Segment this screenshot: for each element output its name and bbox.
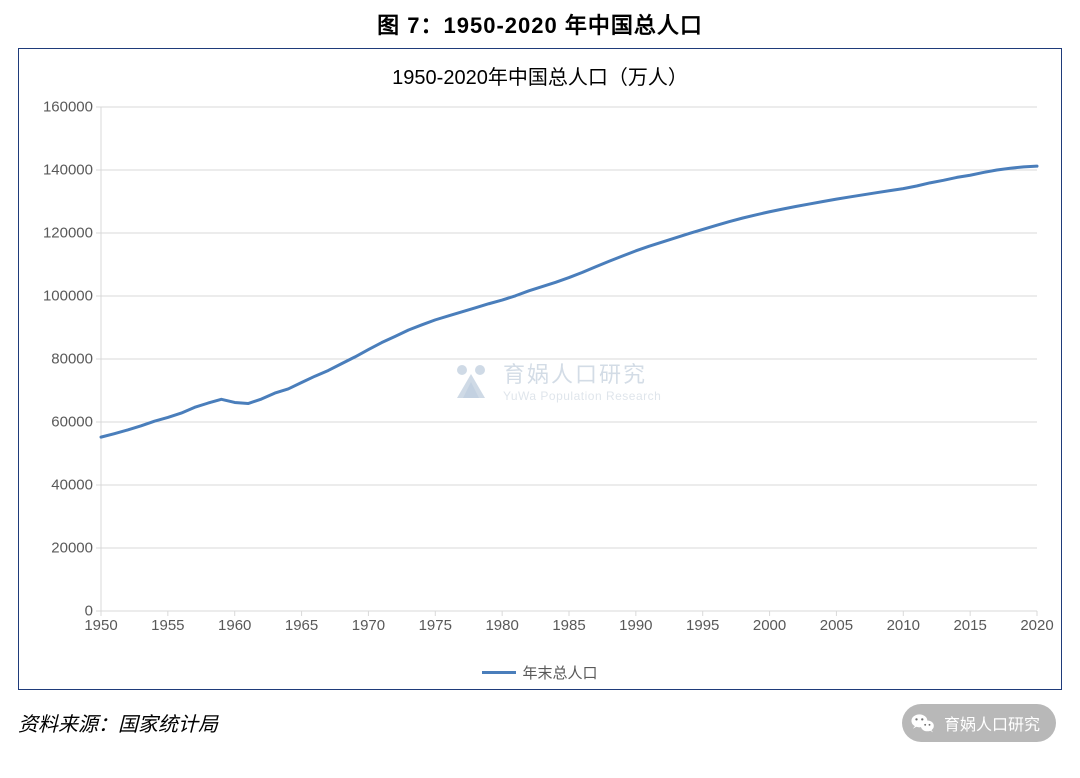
y-tick-label: 120000: [43, 225, 93, 242]
y-tick-label: 60000: [51, 414, 93, 431]
legend-label: 年末总人口: [522, 662, 597, 683]
x-tick-label: 2010: [887, 617, 920, 634]
watermark: 育娲人口研究 YuWa Population Research: [449, 357, 661, 403]
y-tick-label: 80000: [51, 351, 93, 368]
x-tick-label: 2005: [820, 617, 853, 634]
y-tick-label: 140000: [43, 162, 93, 179]
figure-title: 图 7：1950-2020 年中国总人口: [0, 0, 1080, 40]
x-tick-label: 1975: [419, 617, 452, 634]
chart-title: 1950-2020年中国总人口（万人）: [19, 61, 1061, 90]
y-tick-label: 20000: [51, 540, 93, 557]
x-tick-label: 1965: [285, 617, 318, 634]
wechat-badge-label: 育娲人口研究: [944, 711, 1040, 735]
x-tick-label: 2020: [1020, 617, 1053, 634]
x-tick-label: 1980: [485, 617, 518, 634]
wechat-attribution-badge: 育娲人口研究: [902, 704, 1056, 742]
legend-swatch: [482, 671, 516, 674]
x-tick-label: 1950: [84, 617, 117, 634]
watermark-main-text: 育娲人口研究: [503, 357, 661, 389]
watermark-logo-icon: [449, 358, 493, 402]
x-tick-label: 1955: [151, 617, 184, 634]
y-tick-label: 160000: [43, 99, 93, 116]
x-tick-label: 1990: [619, 617, 652, 634]
chart-frame: 1950-2020年中国总人口（万人） 02000040000600008000…: [18, 48, 1062, 690]
wechat-icon: [910, 710, 936, 736]
y-tick-label: 40000: [51, 477, 93, 494]
watermark-text: 育娲人口研究 YuWa Population Research: [503, 357, 661, 403]
x-tick-label: 1960: [218, 617, 251, 634]
page-container: 图 7：1950-2020 年中国总人口 1950-2020年中国总人口（万人）…: [0, 0, 1080, 778]
y-tick-label: 100000: [43, 288, 93, 305]
x-tick-label: 2015: [953, 617, 986, 634]
watermark-sub-text: YuWa Population Research: [503, 389, 661, 403]
x-tick-label: 1970: [352, 617, 385, 634]
x-tick-label: 2000: [753, 617, 786, 634]
x-tick-label: 1985: [552, 617, 585, 634]
chart-legend: 年末总人口: [19, 662, 1061, 683]
x-tick-label: 1995: [686, 617, 719, 634]
